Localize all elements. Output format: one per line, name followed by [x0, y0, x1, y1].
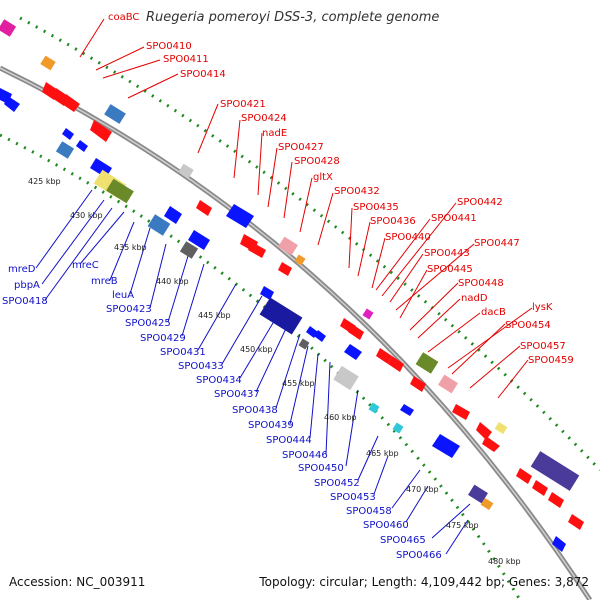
forward-genes [40, 55, 584, 530]
tick-label: 430 kbp [70, 211, 103, 220]
gene-label[interactable]: lysK [532, 302, 553, 313]
gene-label[interactable]: SPO0439 [248, 420, 294, 431]
gene-label[interactable]: SPO0434 [196, 375, 242, 386]
tick-label: 470 kbp [406, 485, 439, 494]
gene-label[interactable]: SPO0410 [146, 41, 192, 52]
gene-label[interactable]: SPO0421 [220, 99, 266, 110]
gene-label[interactable]: SPO0453 [330, 492, 376, 503]
tick-label: 465 kbp [366, 449, 399, 458]
gene-label[interactable]: nadE [262, 128, 287, 139]
gene-label[interactable]: SPO0442 [457, 197, 503, 208]
gene-label[interactable]: SPO0441 [431, 213, 477, 224]
tick-label: 450 kbp [240, 345, 273, 354]
gene-label[interactable]: leuA [112, 290, 134, 301]
reverse-genes [0, 19, 566, 552]
topology-text: Topology: circular; Length: 4,109,442 bp… [259, 575, 589, 589]
gene-label[interactable]: SPO0454 [505, 320, 551, 331]
tick-label: 425 kbp [28, 177, 61, 186]
gene-label[interactable]: SPO0431 [160, 347, 206, 358]
gene-label[interactable]: SPO0411 [163, 54, 209, 65]
tick-label: 475 kbp [446, 521, 479, 530]
tick-label: 445 kbp [198, 311, 231, 320]
gene-label[interactable]: SPO0443 [424, 248, 470, 259]
gene-label[interactable]: SPO0447 [474, 238, 520, 249]
forward-label-connectors [79, 18, 533, 399]
gene-label[interactable]: SPO0423 [106, 304, 152, 315]
gene-label[interactable]: SPO0466 [396, 550, 442, 561]
forward-gene-labels: coaBC SPO0410 SPO0411 SPO0414 SPO0421 SP… [108, 12, 574, 366]
kbp-ticks: 425 kbp 430 kbp 435 kbp 440 kbp 445 kbp … [28, 177, 521, 566]
gene-label[interactable]: SPO0424 [241, 113, 287, 124]
gene-label[interactable]: mreB [91, 276, 118, 287]
gene-label[interactable]: SPO0452 [314, 478, 360, 489]
gene-label[interactable]: SPO0433 [178, 361, 224, 372]
gene-label[interactable]: SPO0437 [214, 389, 260, 400]
tick-label: 435 kbp [114, 243, 147, 252]
gene-label[interactable]: pbpA [14, 280, 40, 291]
gene-label[interactable]: SPO0438 [232, 405, 278, 416]
gene-label[interactable]: SPO0418 [2, 296, 48, 307]
gene-label[interactable]: SPO0425 [125, 318, 171, 329]
reverse-label-connectors [35, 189, 471, 555]
gene-label[interactable]: SPO0445 [427, 264, 473, 275]
gene-label[interactable]: SPO0459 [528, 355, 574, 366]
genome-backbone-highlight [0, 67, 591, 600]
gene-label[interactable]: dacB [481, 307, 506, 318]
gene-label[interactable]: SPO0427 [278, 142, 324, 153]
tick-label: 440 kbp [156, 277, 189, 286]
tick-label: 460 kbp [324, 413, 357, 422]
gene-label[interactable]: SPO0436 [370, 216, 416, 227]
gene-label[interactable]: SPO0446 [282, 450, 328, 461]
gene-label[interactable]: gltX [313, 172, 333, 183]
gene-label[interactable]: coaBC [108, 12, 139, 23]
gene-label[interactable]: SPO0428 [294, 156, 340, 167]
tick-label: 480 kbp [488, 557, 521, 566]
gene-label[interactable]: SPO0435 [353, 202, 399, 213]
gene-label[interactable]: nadD [461, 293, 488, 304]
gene-label[interactable]: SPO0460 [363, 520, 409, 531]
genome-title: Ruegeria pomeroyi DSS-3, complete genome [146, 10, 440, 25]
gene-label[interactable]: SPO0444 [266, 435, 312, 446]
gene-label[interactable]: SPO0450 [298, 463, 344, 474]
gene-label[interactable]: SPO0432 [334, 186, 380, 197]
gene-label[interactable]: SPO0440 [385, 232, 431, 243]
accession-text: Accession: NC_003911 [9, 575, 146, 589]
reverse-gene-labels: mreD pbpA SPO0418 mreC mreB leuA SPO0423… [2, 260, 442, 561]
gene-label[interactable]: SPO0429 [140, 333, 186, 344]
gene-label[interactable]: mreD [8, 264, 36, 275]
gene-label[interactable]: SPO0414 [180, 69, 226, 80]
gene-label[interactable]: SPO0465 [380, 535, 426, 546]
gene-label[interactable]: mreC [72, 260, 99, 271]
middle-track-dots [0, 133, 522, 600]
gene-label[interactable]: SPO0458 [346, 506, 392, 517]
tick-label: 455 kbp [282, 379, 315, 388]
gene-label[interactable]: SPO0448 [458, 278, 504, 289]
gene-label[interactable]: SPO0457 [520, 341, 566, 352]
